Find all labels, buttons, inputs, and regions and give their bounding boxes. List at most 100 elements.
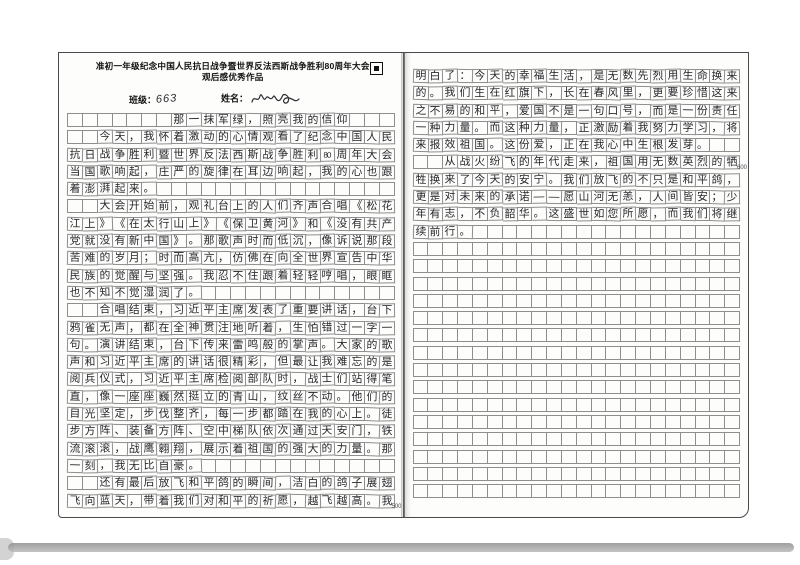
grid-cell: 只 — [650, 173, 666, 188]
grid-cell — [487, 380, 503, 395]
grid-cell: 根 — [650, 138, 666, 153]
grid-cell: 声 — [66, 354, 84, 370]
grid-cell — [472, 363, 488, 378]
grid-cell: 有 — [428, 207, 444, 222]
grid-cell: 声 — [305, 338, 321, 353]
grid-cell — [725, 293, 741, 308]
grid-cell: 力 — [335, 441, 351, 456]
grid-cell: 队 — [260, 372, 277, 388]
grid-cell: 行 — [442, 224, 459, 239]
grid-cell: 绿 — [231, 113, 247, 128]
grid-cell: 白 — [428, 69, 444, 84]
grid-cell — [335, 458, 351, 473]
grid-cell: 山 — [576, 190, 592, 205]
grid-cell — [532, 345, 548, 360]
grid-cell — [591, 224, 607, 239]
grid-cell: ， — [364, 424, 380, 439]
grid-cell: 越 — [335, 493, 351, 508]
grid-cell: 亢 — [201, 251, 217, 266]
grid-cell — [561, 432, 577, 447]
page-header: 准初一年级纪念中国人民抗日战争暨世界反法西斯战争胜利80周年大会 观后感优秀作品… — [59, 53, 403, 113]
grid-cell: 口 — [606, 103, 622, 119]
grid-cell — [651, 276, 666, 291]
grid-cell: 念 — [320, 129, 336, 145]
grid-cell: 放 — [591, 172, 607, 187]
grid-cell — [517, 328, 533, 343]
grid-cell — [695, 363, 711, 378]
grid-cell — [651, 345, 666, 360]
grid-cell: 队 — [245, 424, 262, 439]
grid-cell: 告 — [350, 251, 365, 266]
grid-cell: 正 — [561, 138, 577, 153]
grid-cell — [725, 345, 741, 360]
grid-cell: ， — [171, 199, 187, 214]
grid-cell — [651, 311, 666, 326]
grid-cell: 不 — [635, 172, 652, 187]
grid-cell — [487, 311, 503, 326]
grid-cell: 种 — [517, 120, 533, 135]
grid-cell: ， — [112, 441, 128, 456]
essay-row — [412, 449, 741, 464]
grid-cell — [472, 311, 488, 326]
grid-cell — [695, 276, 711, 291]
grid-cell: 洁 — [290, 476, 306, 491]
grid-cell — [472, 484, 488, 499]
name-label: 姓名： — [221, 93, 249, 104]
grid-cell: 们 — [364, 389, 380, 405]
grid-cell — [576, 224, 592, 239]
grid-cell — [725, 224, 741, 239]
grid-cell: 我 — [171, 493, 187, 508]
grid-cell: 山 — [245, 389, 262, 404]
grid-cell — [710, 138, 726, 153]
grid-cell: 而 — [171, 251, 187, 266]
grid-cell: 的 — [320, 406, 336, 421]
grid-cell: 的 — [97, 268, 113, 283]
grid-cell: 那 — [364, 234, 380, 249]
essay-row: 目光坚定，步伐整齐，每一步都踏在我的心上。徒 — [66, 406, 395, 422]
grid-cell: 争 — [275, 147, 291, 162]
grid-cell: 雷 — [231, 338, 247, 353]
grid-cell — [82, 303, 98, 318]
grid-cell — [428, 345, 444, 360]
grid-cell: 来 — [442, 172, 459, 187]
grid-cell: 力 — [442, 120, 459, 135]
grid-cell — [320, 458, 336, 473]
grid-cell: ， — [127, 407, 143, 422]
grid-cell: 在 — [576, 138, 592, 153]
grid-cell — [428, 276, 444, 291]
grid-cell: 胜 — [290, 147, 306, 162]
grid-cell: 阵 — [171, 424, 187, 439]
grid-cell: ， — [457, 207, 474, 222]
grid-cell: 般 — [260, 337, 277, 353]
grid-cell — [665, 311, 681, 326]
grid-cell: 会 — [112, 199, 128, 214]
grid-cell — [517, 311, 533, 326]
grid-cell: 大 — [335, 337, 351, 353]
student-name-scrawl — [251, 93, 300, 104]
grid-cell — [651, 259, 666, 274]
grid-cell: ， — [635, 86, 652, 101]
grid-cell: 士 — [320, 371, 336, 387]
grid-cell — [621, 466, 637, 481]
grid-cell — [364, 285, 380, 300]
grid-cell: — — [546, 189, 563, 205]
grid-cell — [636, 224, 651, 239]
grid-cell: 的 — [487, 189, 503, 204]
essay-row: 那一抹军绿，照亮我的信仰 — [67, 112, 395, 128]
grid-cell: ， — [201, 406, 217, 422]
grid-cell — [517, 345, 533, 360]
grid-cell — [636, 380, 651, 395]
grid-cell — [547, 311, 562, 326]
grid-cell — [591, 380, 607, 395]
grid-cell — [82, 113, 98, 127]
grid-cell — [591, 328, 607, 343]
grid-cell: 纪 — [305, 130, 321, 145]
grid-cell: 心 — [335, 406, 351, 422]
grid-cell — [636, 311, 651, 326]
grid-cell — [443, 345, 459, 360]
grid-cell: 》 — [201, 216, 217, 231]
essay-row: 流滚滚，战鹰翱翔，展示着祖国的强大的力量。那 — [66, 441, 395, 457]
grid-cell — [695, 432, 711, 447]
grid-cell — [67, 113, 83, 127]
grid-cell — [246, 182, 261, 197]
